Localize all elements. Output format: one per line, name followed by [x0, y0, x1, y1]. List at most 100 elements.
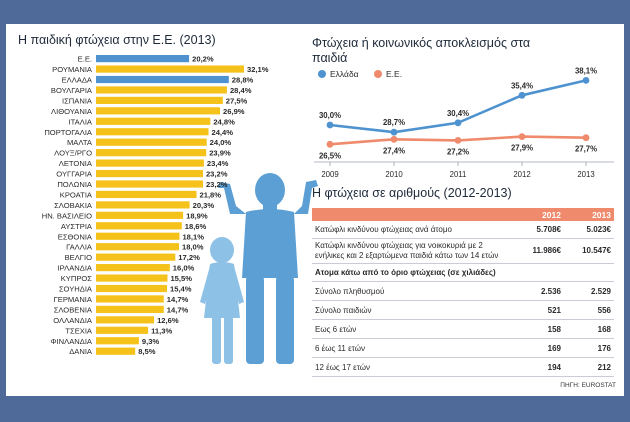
row-value-2013: 556: [564, 300, 614, 320]
series-value-label: 27,2%: [447, 147, 469, 156]
bar-0: [96, 55, 190, 63]
x-tick-label: 2013: [577, 170, 594, 179]
row-value-2013: 176: [564, 338, 614, 358]
bar-1: [96, 65, 244, 73]
bar-value-label: 27,5%: [226, 96, 248, 105]
legend-marker-1: [374, 70, 382, 78]
bar-category-label: Ε.Ε.: [78, 55, 92, 64]
row-label: Κατώφλι κινδύνου φτώχειας για νοικοκυριά…: [312, 238, 514, 264]
series-value-label: 27,7%: [575, 145, 597, 154]
legend-label-1: Ε.Ε.: [386, 69, 402, 79]
bar-value-label: 14,7%: [167, 305, 189, 314]
x-tick-label: 2010: [385, 170, 403, 179]
bar-value-label: 28,4%: [230, 86, 252, 95]
series-point: [518, 133, 526, 140]
bar-14: [96, 201, 190, 209]
row-value-2012: 194: [514, 357, 564, 377]
bar-category-label: ΛΙΘΟΥΑΝΙΑ: [51, 107, 93, 116]
bar-17: [96, 232, 180, 240]
bar-value-label: 14,7%: [167, 295, 189, 304]
bar-6: [96, 117, 211, 125]
bar-category-label: ΠΟΡΤΟΓΑΛΙΑ: [44, 128, 93, 137]
bar-value-label: 32,1%: [247, 65, 269, 74]
bar-category-label: ΒΟΥΛΓΑΡΙΑ: [51, 86, 93, 95]
bar-category-label: ΚΥΠΡΟΣ: [61, 274, 93, 283]
bar-11: [96, 169, 203, 178]
series-point: [326, 121, 334, 129]
bar-13: [96, 190, 197, 199]
bar-5: [96, 107, 220, 115]
table-row: 6 έως 11 ετών 169 176: [312, 338, 614, 358]
bar-value-label: 20,3%: [193, 201, 215, 210]
legend-marker-0: [318, 70, 326, 78]
x-tick-label: 2011: [450, 170, 467, 179]
bar-value-label: 23,2%: [206, 170, 228, 179]
bar-7: [96, 128, 209, 136]
bar-16: [96, 222, 182, 230]
bar-value-label: 24,8%: [213, 117, 235, 126]
bar-category-label: ΙΣΠΑΝΙΑ: [62, 96, 93, 105]
bar-value-label: 9,3%: [142, 337, 160, 346]
row-value-2013: 212: [564, 357, 614, 377]
bar-category-label: ΠΟΛΩΝΙΑ: [57, 180, 93, 189]
series-value-label: 30,0%: [319, 111, 341, 120]
row-label: 12 έως 17 ετών: [312, 357, 514, 377]
bar-26: [96, 326, 149, 334]
bar-category-label: ΓΕΡΜΑΝΙΑ: [54, 295, 93, 304]
row-value-2013: 5.023€: [564, 221, 614, 239]
bar-value-label: 21,8%: [200, 190, 222, 199]
x-tick-label: 2009: [321, 170, 338, 179]
table-row: 12 έως 17 ετών 194 212: [312, 357, 614, 377]
row-value-2013: 2.529: [564, 281, 614, 301]
series-value-label: 27,9%: [511, 144, 533, 153]
row-label: Σύνολο πληθυσμού: [312, 281, 514, 301]
table-row: Σύνολο πληθυσμού 2.536 2.529: [312, 281, 614, 301]
series-point: [454, 119, 462, 127]
bar-category-label: ΑΥΣΤΡΙΑ: [61, 222, 93, 231]
bar-value-label: 18,0%: [182, 243, 204, 252]
bar-10: [96, 159, 204, 167]
row-value-2012: 11.986€: [514, 238, 564, 264]
series-point: [390, 135, 398, 143]
row-value-2012: 158: [514, 319, 564, 339]
bar-value-label: 17,2%: [178, 253, 200, 262]
bar-category-label: ΣΛΟΒΕΝΙΑ: [54, 305, 93, 314]
bar-value-label: 24,4%: [211, 128, 233, 137]
row-value-2013: 168: [564, 319, 614, 339]
table-subheading: Ατομα κάτω από το όριο φτώχειας (σε χιλι…: [312, 263, 614, 282]
line-chart-title: Φτώχεια ή κοινωνικός αποκλεισμός στα παι…: [312, 36, 531, 65]
series-point: [518, 91, 526, 99]
bar-4: [96, 96, 223, 104]
bar-category-label: ΣΛΟΒΑΚΙΑ: [54, 201, 93, 210]
bar-value-label: 23,9%: [209, 149, 231, 158]
bar-value-label: 15,5%: [170, 274, 192, 283]
series-value-label: 30,4%: [447, 109, 469, 118]
row-value-2013: 10.547€: [564, 238, 614, 264]
bar-value-label: 18,1%: [182, 232, 204, 241]
bar-12: [96, 180, 203, 188]
series-value-label: 28,7%: [383, 118, 405, 127]
header-2012: 2012: [514, 208, 564, 221]
bar-28: [96, 347, 136, 355]
bar-category-label: ΕΣΘΟΝΙΑ: [58, 232, 93, 241]
bar-category-label: ΜΑΛΤΑ: [67, 138, 93, 147]
series-value-label: 27,4%: [383, 146, 405, 155]
row-label: Σύνολο παιδιών: [312, 300, 514, 320]
bar-category-label: ΙΤΑΛΙΑ: [69, 117, 93, 126]
bar-2: [96, 75, 229, 84]
bar-value-label: 23,2%: [206, 180, 228, 189]
bar-category-label: ΤΣΕΧΙΑ: [65, 326, 93, 335]
bar-value-label: 16,0%: [173, 264, 195, 273]
children-illustration: [200, 173, 318, 364]
row-value-2012: 521: [514, 300, 564, 320]
bar-value-label: 28,8%: [232, 76, 254, 85]
series-point: [582, 134, 590, 142]
bar-21: [96, 274, 168, 282]
series-point: [390, 128, 398, 136]
bar-chart: Ε.Ε. 20,2% ΡΟΥΜΑΝΙΑ 32,1% ΕΛΛΑΔΑ 28,8% ΒΟΥΛΓΑΡ…: [42, 55, 269, 357]
source-note: ΠΗΓΗ: EUROSTAT: [560, 382, 616, 389]
x-tick-label: 2012: [513, 170, 530, 179]
bar-category-label: ΗΝ. ΒΑΣΙΛΕΙΟ: [42, 211, 92, 220]
series-value-label: 35,4%: [511, 81, 533, 90]
bar-category-label: ΡΟΥΜΑΝΙΑ: [52, 65, 93, 74]
